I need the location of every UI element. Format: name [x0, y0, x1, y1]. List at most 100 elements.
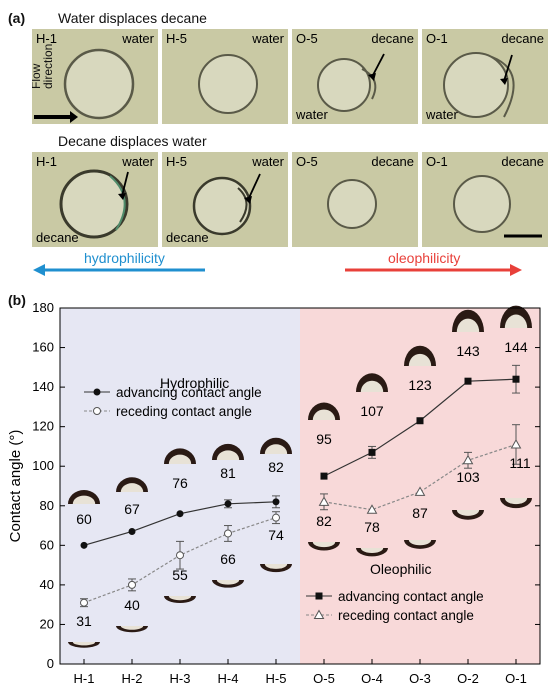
- receding-angle-label: 31: [76, 613, 92, 629]
- tile-fluid-2: water: [296, 107, 328, 122]
- contact-angle-chart: 0 20 40 60 80 100 120 140 160 180 H-1 H-2 H-3 H-4 H-5…: [7, 300, 541, 686]
- advancing-angle-label: 76: [172, 475, 188, 491]
- x-tick-label: O-2: [457, 671, 479, 686]
- y-tick-label: 40: [40, 577, 54, 592]
- droplet-icon: [356, 548, 388, 557]
- tile-fluid: water: [252, 154, 284, 169]
- data-point: [272, 513, 280, 522]
- legend-label: receding contact angle: [338, 608, 474, 623]
- tile-fluid: decane: [501, 31, 544, 46]
- tile-id: O-5: [296, 154, 318, 169]
- data-point: [224, 529, 232, 538]
- droplet-icon: [404, 345, 436, 366]
- droplet-image: [453, 175, 542, 238]
- data-point: [224, 500, 232, 508]
- receding-angle-label: 82: [316, 513, 332, 529]
- y-tick-label: 60: [40, 537, 54, 552]
- droplet-icon: [164, 448, 196, 464]
- data-point: [272, 498, 280, 506]
- advancing-angle-label: 95: [316, 431, 332, 447]
- receding-angle-label: 87: [412, 505, 428, 521]
- legend-hydrophilic: advancing contact angle receding contact …: [84, 385, 262, 419]
- x-tick-label: O-1: [505, 671, 527, 686]
- droplet-highlight: [168, 454, 192, 464]
- data-point: [176, 551, 184, 560]
- micrograph-row1-h1: H-1 water Flow direction: [32, 29, 158, 124]
- data-point: [510, 438, 522, 449]
- hydrophilicity-label: hydrophilicity: [84, 250, 165, 266]
- data-point: [366, 504, 378, 514]
- droplet-highlight: [264, 444, 288, 454]
- droplet-highlight: [504, 314, 528, 328]
- droplet-icon: [500, 498, 532, 509]
- receding-angle-label: 55: [172, 567, 188, 583]
- droplet-highlight: [504, 498, 528, 505]
- data-point: [464, 377, 472, 385]
- data-point: [318, 496, 330, 506]
- receding-angle-label: 103: [456, 469, 480, 485]
- x-tick-label: H-5: [266, 671, 287, 686]
- panel-a-label: (a): [8, 10, 26, 26]
- droplet-image: [192, 173, 261, 236]
- droplet-icon: [452, 510, 484, 520]
- droplet-highlight: [168, 596, 192, 601]
- micrograph-row1-o5: O-5 decane water: [292, 29, 418, 124]
- droplet-highlight: [72, 642, 96, 646]
- data-point: [80, 598, 88, 607]
- tile-fluid-2: decane: [36, 230, 79, 245]
- legend-oleophilic: advancing contact angle receding contact …: [306, 589, 484, 623]
- micrograph-row2-h1: H-1 water decane: [32, 152, 158, 247]
- hydrophilicity-arrow-icon: [33, 264, 45, 276]
- tile-id: O-1: [426, 154, 448, 169]
- x-tick-label: O-5: [313, 671, 335, 686]
- legend-marker: [315, 592, 323, 600]
- advancing-angle-label: 123: [408, 377, 432, 393]
- x-tick-label: H-1: [74, 671, 95, 686]
- advancing-angle-label: 60: [76, 511, 92, 527]
- oleophilic-label: Oleophilic: [370, 561, 431, 577]
- series-line: [323, 443, 517, 511]
- data-point: [414, 486, 426, 496]
- row1-title: Water displaces decane: [58, 10, 207, 26]
- oleophilicity-arrow-icon: [510, 264, 522, 276]
- droplet-image: [443, 52, 515, 118]
- droplet-icon: [68, 642, 100, 648]
- droplet-highlight: [360, 548, 384, 553]
- tile-fluid: water: [252, 31, 284, 46]
- legend-marker: [313, 609, 325, 619]
- tile-fluid: decane: [501, 154, 544, 169]
- droplet-highlight: [120, 483, 144, 492]
- advancing-angle-label: 82: [268, 459, 284, 475]
- tile-id: H-5: [166, 31, 187, 46]
- droplet-highlight: [408, 353, 432, 366]
- data-point: [320, 472, 328, 480]
- droplet-highlight: [72, 495, 96, 504]
- droplet-highlight: [264, 564, 288, 569]
- x-tick-label: O-4: [361, 671, 383, 686]
- data-point: [512, 375, 520, 383]
- y-axis-label: Contact angle (°): [7, 430, 24, 543]
- tile-id: O-1: [426, 31, 448, 46]
- droplet-icon: [260, 564, 292, 573]
- data-point: [176, 510, 184, 518]
- tile-id: H-1: [36, 31, 57, 46]
- droplet-icon: [500, 305, 532, 328]
- data-point: [368, 448, 376, 456]
- droplet-highlight: [456, 510, 480, 516]
- row2-title: Decane displaces water: [58, 133, 207, 149]
- tile-fluid: decane: [371, 31, 414, 46]
- hydrophilic-region: [60, 308, 300, 664]
- micrograph-row2-o5: O-5 decane: [292, 152, 418, 247]
- y-tick-label: 20: [40, 616, 54, 631]
- x-tick-label: H-4: [218, 671, 239, 686]
- legend-label: receding contact angle: [116, 404, 252, 419]
- y-tick-label: 100: [32, 458, 54, 473]
- micrograph-row2-h5: H-5 water decane: [162, 152, 288, 247]
- advancing-angle-label: 143: [456, 343, 480, 359]
- tile-fluid-2: decane: [166, 230, 209, 245]
- data-point: [80, 541, 88, 549]
- legend-marker: [93, 388, 101, 396]
- wettability-arrows: [33, 264, 522, 276]
- advancing-angle-label: 67: [124, 501, 140, 517]
- droplet-icon: [404, 540, 436, 549]
